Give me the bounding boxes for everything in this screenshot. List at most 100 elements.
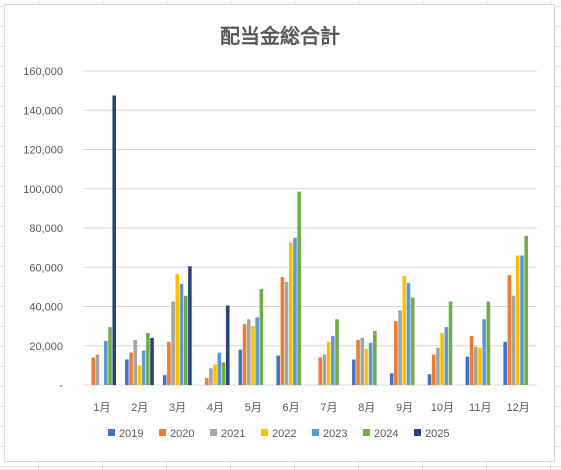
bar-2021-12月[interactable] (511, 295, 516, 385)
chart-svg: 配当金総合計 - 20,000 40,000 60,000 80,000 100,000 1… (23, 24, 537, 440)
bar-2020-2月[interactable] (129, 352, 133, 385)
bar-2022-7月[interactable] (326, 341, 331, 385)
bar-2025-3月[interactable] (188, 266, 192, 385)
bar-2024-12月[interactable] (524, 235, 528, 385)
bar-2024-11月[interactable] (486, 301, 491, 385)
bar-2024-2月[interactable] (146, 332, 150, 385)
bar-2022-9月[interactable] (402, 276, 407, 385)
legend-label: 2021 (221, 428, 245, 440)
y-tick-label: 120,000 (23, 145, 63, 157)
bar-2023-6月[interactable] (293, 237, 297, 385)
bar-2022-5月[interactable] (251, 326, 255, 386)
chart-title: 配当金総合計 (220, 24, 340, 48)
bar-2020-12月[interactable] (507, 275, 512, 385)
bar-2023-8月[interactable] (368, 342, 373, 385)
bar-2020-9月[interactable] (394, 321, 398, 385)
bar-2021-10月[interactable] (436, 347, 440, 385)
bar-2022-11月[interactable] (478, 347, 482, 385)
bar-2025-4月[interactable] (225, 305, 230, 385)
bar-2019-12月[interactable] (503, 341, 507, 385)
bar-2021-3月[interactable] (171, 301, 175, 385)
bar-2022-3月[interactable] (175, 274, 180, 385)
bar-2019-3月[interactable] (162, 375, 167, 385)
bar-2024-7月[interactable] (335, 319, 339, 385)
x-tick-label: 2月 (131, 402, 148, 414)
bar-2020-3月[interactable] (167, 341, 171, 385)
y-tick-label: - (59, 380, 63, 392)
bar-2024-1月[interactable] (108, 327, 112, 385)
bar-2019-9月[interactable] (389, 373, 394, 385)
bar-2024-8月[interactable] (373, 331, 377, 385)
bar-2019-8月[interactable] (352, 359, 356, 385)
bar-2025-2月[interactable] (150, 337, 154, 385)
bar-2023-2月[interactable] (141, 350, 146, 385)
bar-2023-5月[interactable] (255, 317, 259, 385)
bar-2021-9月[interactable] (398, 310, 402, 385)
bar-2023-12月[interactable] (520, 255, 524, 385)
chart-area[interactable]: 配当金総合計 - 20,000 40,000 60,000 80,000 100,000 1… (4, 4, 555, 462)
bar-2024-3月[interactable] (183, 295, 188, 385)
bar-2023-4月[interactable] (217, 352, 222, 385)
bar-2022-6月[interactable] (288, 242, 293, 385)
bar-2021-5月[interactable] (246, 319, 251, 385)
bar-2020-7月[interactable] (318, 357, 323, 385)
legend-item-2024[interactable]: 2024 (363, 428, 398, 440)
legend-label: 2020 (170, 428, 194, 440)
legend-swatch (210, 429, 217, 436)
bar-2020-6月[interactable] (280, 277, 285, 385)
bar-2023-7月[interactable] (331, 335, 335, 385)
legend-item-2020[interactable]: 2020 (159, 428, 194, 440)
x-tick-label: 6月 (283, 402, 300, 414)
bar-2025-1月[interactable] (112, 95, 117, 385)
bar-2023-3月[interactable] (179, 283, 184, 385)
legend-swatch (414, 429, 421, 436)
bar-2020-4月[interactable] (204, 378, 209, 385)
bar-2021-1月[interactable] (95, 354, 100, 385)
legend-item-2025[interactable]: 2025 (414, 428, 449, 440)
legend-item-2021[interactable]: 2021 (210, 428, 245, 440)
bar-2021-8月[interactable] (360, 337, 365, 385)
legend-label: 2025 (425, 428, 449, 440)
bar-2021-6月[interactable] (284, 281, 289, 385)
legend-label: 2022 (272, 428, 296, 440)
bar-2024-5月[interactable] (259, 288, 264, 385)
bar-2024-10月[interactable] (448, 301, 453, 385)
bar-2020-1月[interactable] (91, 357, 96, 385)
bar-2024-4月[interactable] (221, 362, 226, 385)
bar-2022-2月[interactable] (137, 365, 142, 386)
bars (91, 95, 528, 386)
legend-swatch (363, 429, 370, 436)
bar-2020-5月[interactable] (242, 324, 247, 385)
legend-item-2023[interactable]: 2023 (312, 428, 347, 440)
bar-2020-8月[interactable] (356, 339, 360, 385)
bar-2022-8月[interactable] (364, 348, 369, 385)
bar-2021-2月[interactable] (133, 339, 138, 385)
legend[interactable]: 2019 2020 2021 2022 2023 2024 2025 (108, 428, 449, 440)
bar-2022-12月[interactable] (515, 255, 520, 385)
bar-2021-11月[interactable] (473, 346, 478, 385)
bar-2019-6月[interactable] (276, 355, 280, 385)
bar-2019-2月[interactable] (125, 359, 129, 385)
y-tick-label: 80,000 (29, 223, 63, 235)
bar-2024-9月[interactable] (410, 297, 415, 385)
legend-item-2019[interactable]: 2019 (108, 428, 143, 440)
bar-2021-7月[interactable] (322, 354, 327, 385)
bar-2023-9月[interactable] (406, 282, 411, 385)
x-tick-label: 1月 (93, 402, 110, 414)
y-tick-label: 140,000 (23, 105, 63, 117)
bar-2023-1月[interactable] (104, 340, 108, 385)
bar-2022-10月[interactable] (440, 332, 444, 385)
x-tick-label: 11月 (469, 402, 491, 414)
bar-2019-5月[interactable] (238, 349, 243, 385)
bar-2021-4月[interactable] (209, 368, 213, 385)
bar-2023-11月[interactable] (482, 319, 486, 385)
bar-2020-11月[interactable] (469, 335, 474, 385)
bar-2020-10月[interactable] (431, 354, 436, 385)
bar-2019-11月[interactable] (465, 356, 470, 385)
legend-item-2022[interactable]: 2022 (261, 428, 296, 440)
bar-2023-10月[interactable] (444, 327, 449, 385)
bar-2024-6月[interactable] (297, 191, 301, 385)
legend-swatch (108, 429, 115, 436)
bar-2022-4月[interactable] (213, 364, 217, 385)
bar-2019-10月[interactable] (427, 374, 432, 385)
